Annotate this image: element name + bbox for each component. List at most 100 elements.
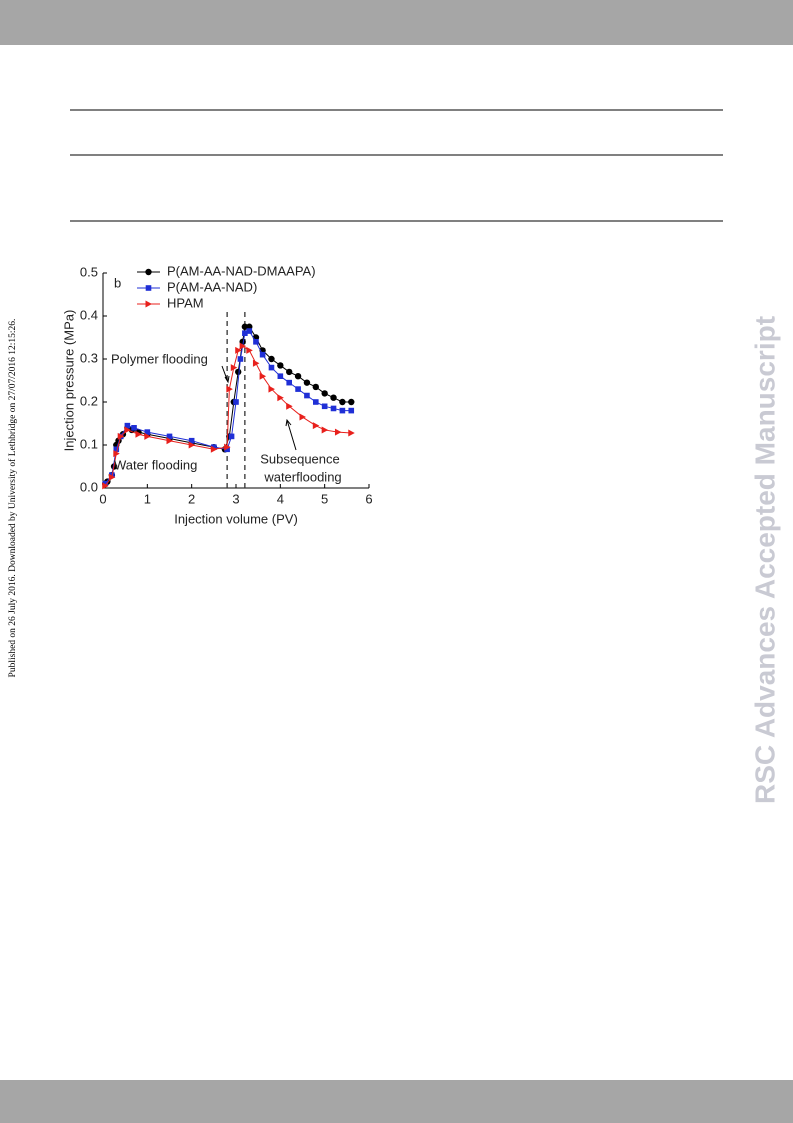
marker <box>286 402 293 410</box>
annotation: Polymer flooding <box>111 351 208 366</box>
x-tick-label: 4 <box>277 491 284 506</box>
marker <box>188 437 195 444</box>
annotation: Subsequence <box>260 451 340 466</box>
marker <box>113 446 120 453</box>
marker <box>321 403 328 410</box>
marker <box>277 362 284 369</box>
y-axis-label: Injection pressure (MPa) <box>61 310 76 452</box>
marker <box>228 433 235 440</box>
arrow <box>221 365 230 384</box>
legend-marker <box>145 300 152 308</box>
marker <box>304 392 310 399</box>
marker <box>237 356 244 362</box>
marker <box>321 390 328 397</box>
marker <box>330 394 337 401</box>
marker <box>339 407 346 414</box>
marker <box>277 373 284 379</box>
marker <box>268 355 275 363</box>
marker <box>226 385 233 393</box>
x-tick-label: 5 <box>321 491 328 506</box>
marker <box>166 437 173 445</box>
marker <box>339 398 346 406</box>
header-bar <box>0 0 793 45</box>
sidebar-text: Published on 26 July 2016. Downloaded by… <box>7 319 18 678</box>
legend-marker <box>145 268 152 276</box>
marker <box>144 432 151 440</box>
marker <box>235 346 242 354</box>
marker <box>241 323 249 330</box>
marker <box>117 432 125 440</box>
footer-bar <box>0 1080 793 1123</box>
legend-marker <box>145 285 152 291</box>
legend-label: P(AM-AA-NAD) <box>167 279 257 294</box>
panel-label: b <box>114 275 121 290</box>
marker <box>321 426 329 434</box>
marker <box>295 386 301 392</box>
marker <box>299 413 306 421</box>
marker <box>286 379 292 386</box>
marker <box>242 330 248 336</box>
marker <box>246 328 253 334</box>
y-tick-label: 0.1 <box>80 436 98 451</box>
marker <box>124 426 131 434</box>
annotation: Water flooding <box>114 457 197 472</box>
marker <box>348 398 355 406</box>
legend-label: P(AM-AA-NAD-DMAAPA) <box>167 263 316 278</box>
marker <box>211 444 217 450</box>
legend-label: HPAM <box>167 295 204 310</box>
marker <box>144 429 151 435</box>
marker <box>210 445 218 453</box>
x-tick-label: 0 <box>99 491 106 506</box>
marker <box>268 385 275 393</box>
marker <box>188 441 196 449</box>
marker <box>124 422 131 429</box>
arrow <box>285 418 297 451</box>
marker <box>230 364 238 372</box>
marker <box>303 379 311 386</box>
marker <box>330 405 337 412</box>
marker <box>286 368 293 376</box>
marker <box>348 429 355 437</box>
chart: 0 1 2 3 4 5 6 0.0 0.1 0.2 0.3 0.4 0.5 Injection volum… <box>58 262 376 530</box>
marker <box>224 446 230 453</box>
marker <box>313 399 319 405</box>
x-tick-label: 3 <box>232 491 239 506</box>
marker <box>334 428 342 436</box>
marker <box>131 425 137 431</box>
marker <box>239 342 247 350</box>
marker <box>235 368 242 376</box>
marker <box>312 383 319 391</box>
marker <box>108 473 116 481</box>
annotation: waterflooding <box>263 469 341 484</box>
y-tick-label: 0.4 <box>80 307 98 322</box>
marker <box>294 373 302 380</box>
marker <box>166 433 173 440</box>
x-axis-label: Injection volume (PV) <box>174 511 298 526</box>
marker <box>113 450 120 458</box>
marker <box>253 339 259 345</box>
marker <box>348 407 355 414</box>
marker <box>268 364 275 371</box>
marker <box>252 359 260 367</box>
marker <box>246 346 253 354</box>
marker <box>102 482 109 490</box>
marker <box>233 399 239 405</box>
x-tick-label: 6 <box>365 491 372 506</box>
y-tick-label: 0.0 <box>80 479 98 494</box>
marker <box>312 422 320 430</box>
x-tick-label: 2 <box>188 491 195 506</box>
marker <box>102 480 109 487</box>
marker <box>224 443 231 451</box>
watermark: RSC Advances Accepted Manuscript <box>749 316 780 804</box>
y-tick-label: 0.5 <box>80 264 98 279</box>
x-tick-label: 1 <box>144 491 151 506</box>
marker <box>277 394 284 402</box>
chart-background <box>58 262 376 530</box>
marker <box>135 430 142 438</box>
marker <box>259 372 267 380</box>
y-tick-label: 0.2 <box>80 393 98 408</box>
marker <box>259 351 266 358</box>
y-tick-label: 0.3 <box>80 350 98 365</box>
